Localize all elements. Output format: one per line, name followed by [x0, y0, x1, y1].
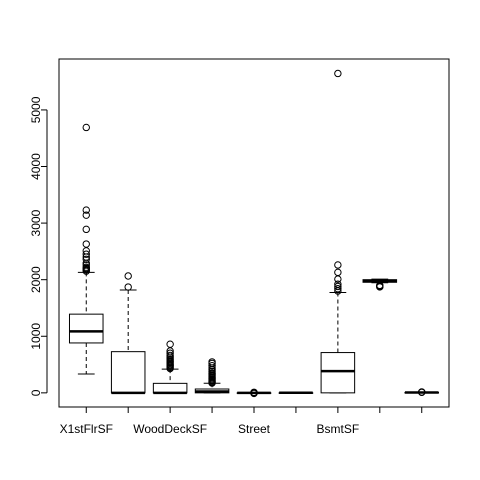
- y-tick-label: 3000: [29, 209, 43, 236]
- outlier-point: [250, 388, 258, 396]
- box-iqr: [68, 313, 104, 344]
- outlier-point: [334, 280, 342, 288]
- outlier-point: [208, 361, 216, 370]
- x-axis-labels: X1stFlrSF WoodDeckSF Street BsmtSF: [60, 406, 423, 436]
- outlier-point: [334, 285, 342, 293]
- outlier-point: [418, 388, 426, 396]
- outlier-point: [334, 261, 342, 269]
- box-group: [404, 388, 440, 396]
- box-group: [278, 391, 314, 395]
- box-iqr: [152, 382, 188, 394]
- outlier-point: [82, 206, 90, 214]
- y-axis: 0 1000 2000 3000 4000 5000: [29, 96, 48, 396]
- box-iqr: [110, 351, 146, 394]
- outlier-point: [166, 349, 174, 357]
- box-group: [68, 123, 104, 375]
- outlier-point: [166, 351, 174, 360]
- box-iqr: [320, 352, 356, 394]
- y-tick-label: 0: [29, 389, 43, 396]
- box-group: [320, 69, 356, 394]
- x-tick-label: BsmtSF: [317, 422, 360, 436]
- outlier-point: [82, 211, 90, 219]
- outlier-point: [208, 358, 216, 366]
- outlier-point: [82, 240, 90, 248]
- outlier-point: [82, 225, 90, 234]
- y-tick-label: 5000: [29, 96, 43, 123]
- outlier-point: [166, 340, 174, 348]
- outlier-point: [124, 272, 132, 280]
- y-tick-label: 1000: [29, 323, 43, 350]
- box-group: [194, 358, 230, 394]
- outlier-point: [334, 268, 342, 277]
- box-group: [110, 272, 146, 395]
- outlier-point: [334, 69, 342, 78]
- box-group: [236, 388, 272, 398]
- outlier-point: [124, 283, 132, 291]
- x-tick-label: WoodDeckSF: [133, 422, 207, 436]
- outlier-point: [82, 123, 90, 132]
- x-tick-label: Street: [238, 422, 271, 436]
- outlier-point: [82, 250, 90, 258]
- box-group: [152, 340, 188, 395]
- y-tick-label: 4000: [29, 153, 43, 180]
- outlier-point: [376, 281, 384, 290]
- outlier-point: [82, 263, 90, 271]
- boxes-layer: [68, 69, 440, 398]
- x-tick-label: X1stFlrSF: [60, 422, 113, 436]
- box-group: [362, 278, 398, 291]
- outlier-point: [82, 255, 90, 264]
- y-tick-label: 2000: [29, 266, 43, 293]
- outlier-point: [334, 282, 342, 291]
